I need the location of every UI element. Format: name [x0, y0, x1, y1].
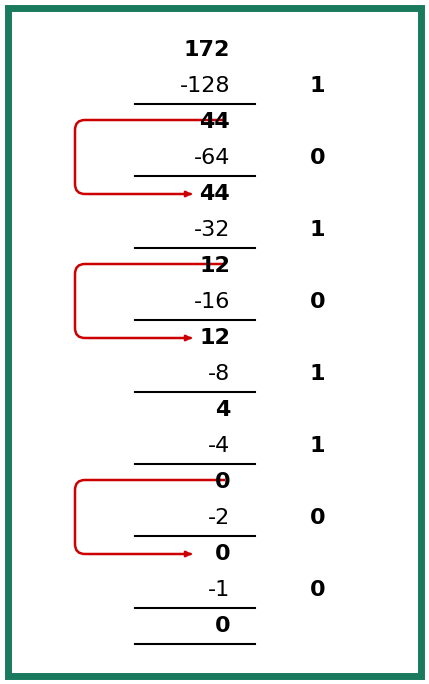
Text: -2: -2: [208, 508, 230, 528]
Text: 0: 0: [310, 580, 326, 600]
Text: 44: 44: [199, 184, 230, 204]
Text: 12: 12: [199, 256, 230, 276]
Text: -32: -32: [193, 220, 230, 240]
Text: 1: 1: [310, 220, 326, 240]
Text: -1: -1: [208, 580, 230, 600]
Text: -64: -64: [193, 148, 230, 168]
Text: -4: -4: [208, 436, 230, 456]
Text: 0: 0: [214, 616, 230, 636]
Text: -128: -128: [179, 76, 230, 96]
Text: -16: -16: [193, 292, 230, 312]
Text: 1: 1: [310, 364, 326, 384]
Text: 4: 4: [214, 400, 230, 420]
Text: 1: 1: [310, 76, 326, 96]
Text: 0: 0: [310, 508, 326, 528]
Text: 12: 12: [199, 328, 230, 348]
Text: 0: 0: [214, 544, 230, 564]
Text: 44: 44: [199, 112, 230, 132]
Text: -8: -8: [208, 364, 230, 384]
Text: 0: 0: [214, 472, 230, 492]
Text: 172: 172: [184, 40, 230, 60]
Text: 0: 0: [310, 148, 326, 168]
Text: 0: 0: [310, 292, 326, 312]
Text: 1: 1: [310, 436, 326, 456]
